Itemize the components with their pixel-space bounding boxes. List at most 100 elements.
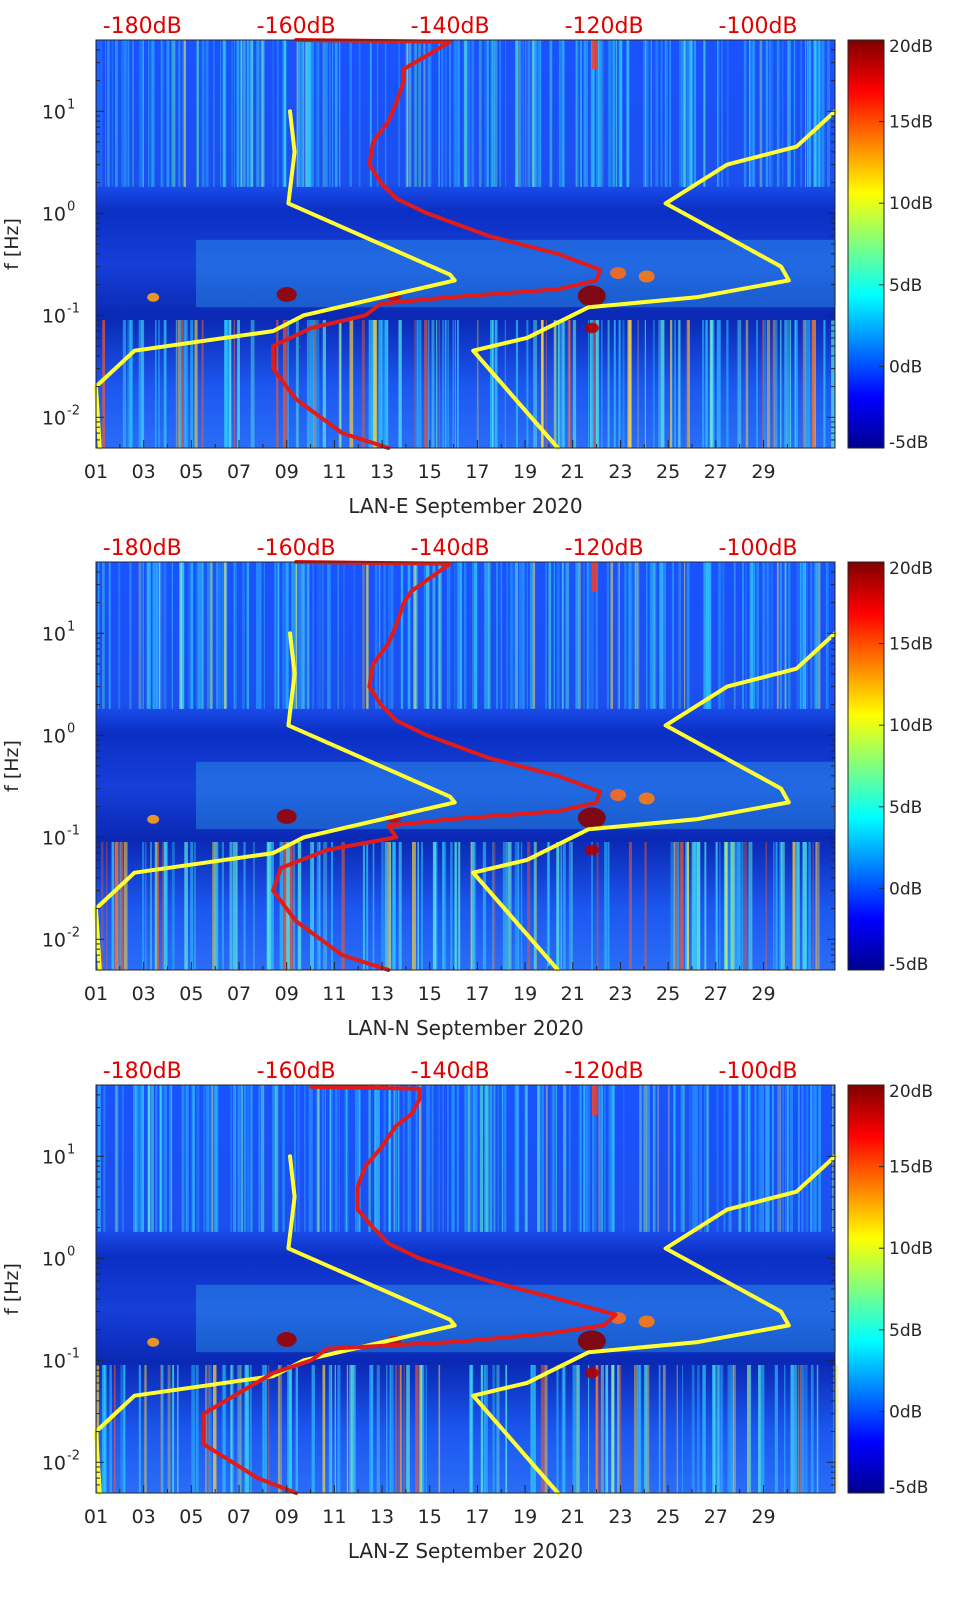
y-tick-base: 10 bbox=[42, 623, 66, 645]
spectral-streak bbox=[787, 40, 790, 187]
spectrogram-panel: 01 03 05 07 09 11 13 15 17 19 21 23 25 27 2910-210-110… bbox=[1, 14, 933, 518]
hot-spot bbox=[578, 807, 606, 828]
x-tick-label: 13 bbox=[370, 461, 394, 483]
spectral-streak bbox=[384, 1085, 386, 1232]
spectral-streak bbox=[408, 1085, 411, 1232]
spectral-streak bbox=[325, 1085, 326, 1232]
spectral-streak bbox=[827, 40, 830, 187]
db-axis-label: -120dB bbox=[565, 1059, 644, 1084]
spectral-streak bbox=[818, 1085, 821, 1232]
spectral-streak bbox=[223, 40, 225, 187]
spectral-streak bbox=[689, 1085, 691, 1232]
hot-spot bbox=[592, 562, 598, 592]
spectral-streak bbox=[213, 40, 215, 187]
spectral-streak bbox=[184, 842, 188, 970]
spectral-streak bbox=[398, 320, 402, 448]
y-tick-base: 10 bbox=[42, 827, 66, 849]
spectral-streak bbox=[703, 40, 705, 187]
spectral-streak bbox=[247, 562, 250, 709]
spectral-streak bbox=[201, 562, 203, 709]
spectral-streak bbox=[386, 1365, 387, 1493]
spectral-streak bbox=[331, 1365, 332, 1493]
spectral-streak bbox=[464, 562, 466, 709]
db-axis-label: -100dB bbox=[719, 1059, 798, 1084]
spectral-streak bbox=[601, 1085, 603, 1232]
spectral-streak bbox=[791, 1365, 794, 1493]
x-axis-label: LAN-N September 2020 bbox=[347, 1016, 584, 1040]
spectral-streak bbox=[706, 562, 709, 709]
spectral-streak bbox=[491, 40, 492, 187]
spectral-streak bbox=[181, 320, 184, 448]
spectral-streak bbox=[438, 1085, 440, 1232]
spectral-streak bbox=[623, 320, 625, 448]
y-tick-base: 10 bbox=[42, 305, 66, 327]
spectral-streak bbox=[256, 40, 258, 187]
spectral-streak bbox=[210, 1085, 213, 1232]
spectral-streak bbox=[816, 842, 818, 970]
spectral-streak bbox=[457, 1085, 459, 1232]
spectral-streak bbox=[601, 40, 604, 187]
spectral-streak bbox=[516, 1085, 519, 1232]
spectral-streak bbox=[197, 562, 200, 709]
spectral-streak bbox=[233, 842, 237, 970]
spectral-streak bbox=[401, 562, 403, 709]
spectral-streak bbox=[717, 1085, 719, 1232]
spectral-streak bbox=[573, 1365, 577, 1493]
spectral-streak bbox=[781, 842, 785, 970]
spectral-streak bbox=[162, 40, 164, 187]
spectral-streak bbox=[256, 562, 259, 709]
spectral-streak bbox=[243, 842, 245, 970]
spectral-streak bbox=[797, 562, 799, 709]
spectral-streak bbox=[190, 842, 193, 970]
db-axis-label: -140dB bbox=[411, 14, 490, 39]
spectral-streak bbox=[385, 842, 388, 970]
spectral-streak bbox=[549, 562, 552, 709]
spectrogram-panel: 01 03 05 07 09 11 13 15 17 19 21 23 25 27 2910-210-110… bbox=[1, 536, 933, 1040]
spectral-streak bbox=[145, 842, 146, 970]
spectral-streak bbox=[689, 40, 692, 187]
spectral-streak bbox=[119, 842, 122, 970]
spectral-streak bbox=[619, 40, 621, 187]
spectral-streak bbox=[168, 1365, 171, 1493]
spectral-streak bbox=[238, 1085, 241, 1232]
spectral-streak bbox=[395, 1365, 397, 1493]
spectral-streak bbox=[182, 40, 184, 187]
spectral-streak bbox=[490, 1085, 492, 1232]
spectral-streak bbox=[638, 1365, 640, 1493]
spectral-streak bbox=[196, 562, 197, 709]
spectral-streak bbox=[224, 562, 226, 709]
spectral-streak bbox=[346, 1085, 347, 1232]
spectral-streak bbox=[646, 1085, 648, 1232]
spectral-streak bbox=[457, 320, 459, 448]
spectral-streak bbox=[259, 1085, 261, 1232]
spectral-streak bbox=[798, 1365, 799, 1493]
y-tick-exponent: 0 bbox=[67, 199, 75, 214]
colorbar-tick-label: 0dB bbox=[889, 879, 922, 899]
spectral-streak bbox=[665, 40, 666, 187]
spectral-streak bbox=[418, 842, 419, 970]
spectral-streak bbox=[559, 40, 561, 187]
spectral-streak bbox=[166, 40, 169, 187]
spectral-streak bbox=[759, 1085, 760, 1232]
spectral-streak bbox=[473, 1085, 476, 1232]
spectral-streak bbox=[121, 40, 124, 187]
spectral-streak bbox=[300, 40, 303, 187]
y-tick-exponent: 0 bbox=[67, 721, 75, 736]
spectral-streak bbox=[406, 1365, 410, 1493]
spectral-streak bbox=[350, 320, 354, 448]
spectral-streak bbox=[148, 562, 151, 709]
spectral-streak bbox=[432, 562, 435, 709]
spectral-streak bbox=[129, 562, 132, 709]
spectral-streak bbox=[445, 40, 447, 187]
spectral-streak bbox=[778, 1085, 781, 1232]
spectral-streak bbox=[363, 842, 365, 970]
spectral-streak bbox=[772, 1085, 774, 1232]
spectral-streak bbox=[203, 40, 205, 187]
spectral-streak bbox=[385, 40, 386, 187]
x-tick-label: 21 bbox=[561, 461, 585, 483]
spectral-streak bbox=[115, 40, 117, 187]
hot-spot bbox=[147, 815, 159, 824]
spectral-streak bbox=[661, 320, 665, 448]
spectral-streak bbox=[414, 562, 417, 709]
spectral-streak bbox=[604, 842, 608, 970]
